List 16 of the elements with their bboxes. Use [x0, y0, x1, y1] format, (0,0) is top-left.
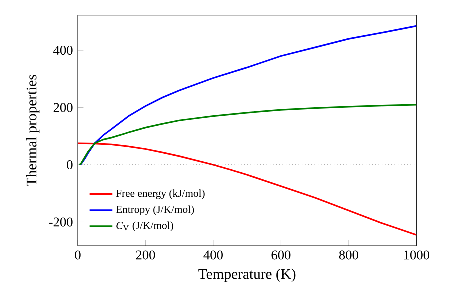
x-tick-label: 0: [75, 250, 81, 260]
legend-label: Free energy (kJ/mol): [116, 190, 205, 200]
legend-label: Entropy (J/K/mol): [116, 206, 194, 216]
line-series: [78, 25, 417, 166]
y-tick-label: 200: [54, 103, 73, 112]
x-tick-label: 400: [204, 250, 223, 260]
x-tick-label: 200: [136, 250, 156, 260]
x-axis-title: Temperature (K): [198, 268, 296, 282]
x-tick-label: 800: [339, 250, 358, 260]
y-tick-label: 0: [67, 160, 73, 170]
legend-label: C$_{V}$ (J/K/mol): [116, 222, 174, 232]
x-tick-label: 1000: [404, 250, 430, 260]
y-tick-label: 400: [54, 46, 73, 56]
y-tick-label: -200: [49, 218, 73, 227]
y-axis-title: Thermal properties: [26, 75, 40, 186]
x-tick-label: 600: [272, 250, 291, 260]
